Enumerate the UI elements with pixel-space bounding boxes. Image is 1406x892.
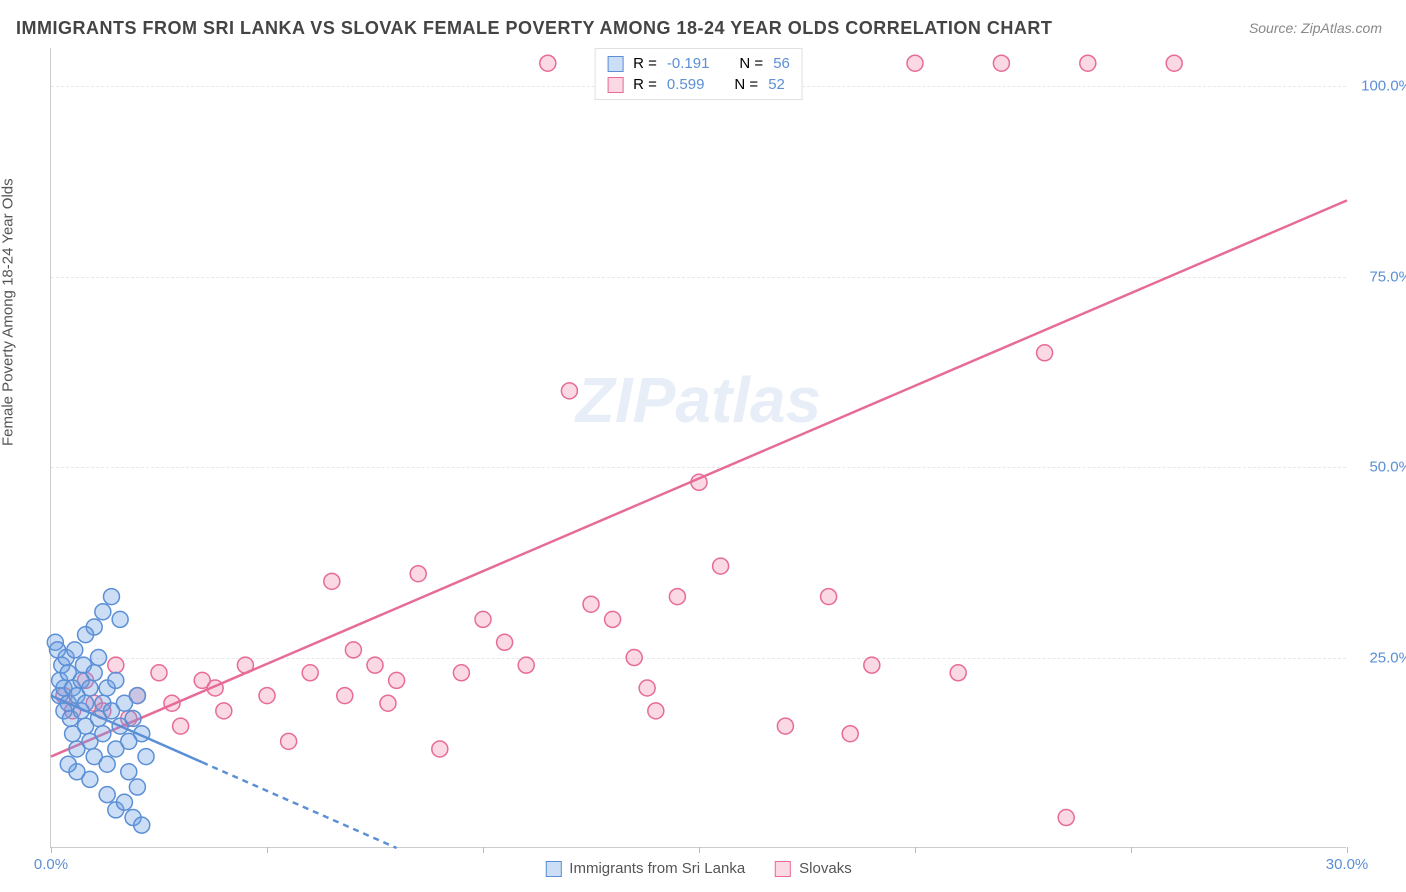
data-point	[777, 718, 793, 734]
data-point	[518, 657, 534, 673]
data-point	[410, 566, 426, 582]
swatch-pink-icon	[607, 77, 623, 93]
data-point	[950, 665, 966, 681]
legend-item-pink: Slovaks	[775, 860, 852, 877]
data-point	[112, 611, 128, 627]
data-point	[302, 665, 318, 681]
x-tick-mark	[51, 847, 52, 853]
data-point	[151, 665, 167, 681]
legend-label-pink: Slovaks	[799, 860, 852, 877]
scatter-plot	[51, 48, 1346, 847]
data-point	[103, 589, 119, 605]
data-point	[713, 558, 729, 574]
r-value-pink: 0.599	[667, 76, 705, 93]
legend-label-blue: Immigrants from Sri Lanka	[569, 860, 745, 877]
data-point	[60, 756, 76, 772]
y-tick-label: 50.0%	[1369, 459, 1406, 476]
x-tick-mark	[699, 847, 700, 853]
stats-legend: R = -0.191 N = 56 R = 0.599 N = 52	[594, 48, 803, 100]
data-point	[67, 642, 83, 658]
data-point	[497, 634, 513, 650]
data-point	[842, 726, 858, 742]
series-legend: Immigrants from Sri Lanka Slovaks	[545, 860, 851, 877]
data-point	[173, 718, 189, 734]
legend-item-blue: Immigrants from Sri Lanka	[545, 860, 745, 877]
data-point	[389, 672, 405, 688]
data-point	[324, 573, 340, 589]
data-point	[1166, 55, 1182, 71]
data-point	[648, 703, 664, 719]
n-label: N =	[734, 76, 758, 93]
data-point	[108, 657, 124, 673]
data-point	[626, 650, 642, 666]
n-value-blue: 56	[773, 55, 790, 72]
trend-line	[51, 200, 1347, 756]
data-point	[116, 794, 132, 810]
data-point	[337, 688, 353, 704]
data-point	[95, 726, 111, 742]
data-point	[95, 604, 111, 620]
data-point	[1058, 810, 1074, 826]
data-point	[605, 611, 621, 627]
y-tick-label: 25.0%	[1369, 649, 1406, 666]
chart-title: IMMIGRANTS FROM SRI LANKA VS SLOVAK FEMA…	[16, 18, 1052, 39]
x-tick-mark	[267, 847, 268, 853]
data-point	[367, 657, 383, 673]
data-point	[380, 695, 396, 711]
stats-row-blue: R = -0.191 N = 56	[607, 53, 790, 74]
data-point	[345, 642, 361, 658]
data-point	[99, 756, 115, 772]
data-point	[907, 55, 923, 71]
r-value-blue: -0.191	[667, 55, 710, 72]
stats-row-pink: R = 0.599 N = 52	[607, 74, 790, 95]
x-tick-mark	[1131, 847, 1132, 853]
r-label: R =	[633, 55, 657, 72]
data-point	[259, 688, 275, 704]
swatch-blue-icon	[607, 56, 623, 72]
x-tick-label: 0.0%	[34, 856, 68, 873]
data-point	[561, 383, 577, 399]
x-tick-mark	[483, 847, 484, 853]
swatch-blue-icon	[545, 861, 561, 877]
data-point	[639, 680, 655, 696]
data-point	[129, 688, 145, 704]
data-point	[129, 779, 145, 795]
data-point	[1080, 55, 1096, 71]
y-tick-label: 75.0%	[1369, 268, 1406, 285]
source-attribution: Source: ZipAtlas.com	[1249, 20, 1382, 36]
data-point	[82, 680, 98, 696]
data-point	[99, 787, 115, 803]
data-point	[453, 665, 469, 681]
x-tick-label: 30.0%	[1326, 856, 1369, 873]
n-value-pink: 52	[768, 76, 785, 93]
data-point	[121, 764, 137, 780]
data-point	[583, 596, 599, 612]
data-point	[134, 817, 150, 833]
data-point	[993, 55, 1009, 71]
data-point	[864, 657, 880, 673]
x-tick-mark	[915, 847, 916, 853]
chart-area: ZIPatlas R = -0.191 N = 56 R = 0.599 N =…	[50, 48, 1346, 848]
data-point	[125, 710, 141, 726]
n-label: N =	[739, 55, 763, 72]
data-point	[540, 55, 556, 71]
data-point	[821, 589, 837, 605]
swatch-pink-icon	[775, 861, 791, 877]
data-point	[138, 749, 154, 765]
data-point	[669, 589, 685, 605]
y-tick-label: 100.0%	[1361, 78, 1406, 95]
data-point	[91, 650, 107, 666]
data-point	[86, 665, 102, 681]
data-point	[1037, 345, 1053, 361]
data-point	[216, 703, 232, 719]
data-point	[281, 733, 297, 749]
r-label: R =	[633, 76, 657, 93]
data-point	[432, 741, 448, 757]
y-axis-label: Female Poverty Among 18-24 Year Olds	[0, 178, 17, 446]
trend-line	[202, 762, 396, 848]
data-point	[78, 627, 94, 643]
data-point	[108, 672, 124, 688]
data-point	[475, 611, 491, 627]
x-tick-mark	[1347, 847, 1348, 853]
